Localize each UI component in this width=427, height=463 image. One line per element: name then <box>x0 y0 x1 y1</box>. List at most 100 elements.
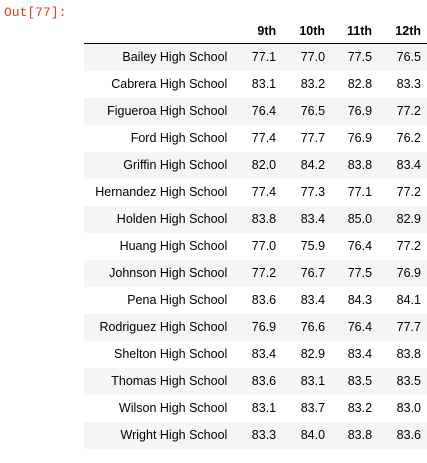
table-cell: 76.2 <box>396 131 421 145</box>
table-cell: 77.0 <box>300 50 326 65</box>
table-cell: 77.4 <box>251 185 277 199</box>
table-cell: 84.2 <box>300 158 326 172</box>
column-header: 11th <box>331 18 379 44</box>
table-cell: 76.5 <box>300 104 326 118</box>
row-index-label: Ford High School <box>130 131 228 145</box>
row-index-label: Cabrera High School <box>111 77 228 91</box>
table-cell: 76.9 <box>251 320 277 334</box>
table-cell: 83.6 <box>251 374 277 388</box>
table-cell: 83.4 <box>300 293 326 307</box>
row-index-label: Rodriguez High School <box>99 320 228 334</box>
table-row: Johnson High School 77.2 76.7 77.5 76.9 <box>84 259 427 287</box>
table-cell: 76.5 <box>396 50 421 65</box>
row-index-label: Shelton High School <box>114 347 228 361</box>
table-cell: 76.9 <box>396 266 421 280</box>
column-header: 12th <box>378 18 427 44</box>
table-cell: 77.3 <box>300 185 326 199</box>
table-cell: 77.7 <box>396 320 421 334</box>
table-cell: 77.0 <box>251 239 277 253</box>
table-cell: 83.1 <box>251 401 277 415</box>
table-cell: 77.2 <box>396 185 421 199</box>
table-cell: 83.5 <box>396 374 421 388</box>
table-cell: 77.5 <box>347 50 373 65</box>
table-cell: 83.1 <box>300 374 326 388</box>
table-row: Holden High School 83.8 83.4 85.0 82.9 <box>84 205 427 233</box>
table-cell: 77.4 <box>251 131 277 145</box>
row-index-label: Wright High School <box>120 428 228 442</box>
table-cell: 83.4 <box>300 212 326 226</box>
table-row: Thomas High School 83.6 83.1 83.5 83.5 <box>84 367 427 395</box>
row-index-label: Thomas High School <box>111 374 228 388</box>
table-cell: 83.6 <box>251 293 277 307</box>
table-cell: 76.6 <box>300 320 326 334</box>
row-index-label: Johnson High School <box>109 266 228 280</box>
table-cell: 85.0 <box>347 212 373 226</box>
table-cell: 83.7 <box>300 401 326 415</box>
dataframe-table: 9th 10th 11th 12th Bailey High School 77.… <box>84 18 427 449</box>
table-row: Ford High School 77.4 77.7 76.9 76.2 <box>84 125 427 152</box>
row-index-label: Figueroa High School <box>107 104 228 118</box>
index-header <box>84 18 234 44</box>
table-row: Hernandez High School 77.4 77.3 77.1 77.2 <box>84 179 427 206</box>
table-cell: 76.4 <box>347 320 373 334</box>
table-cell: 83.3 <box>396 77 421 91</box>
table-cell: 75.9 <box>300 239 326 253</box>
row-index-label: Pena High School <box>127 293 228 307</box>
table-cell: 83.3 <box>251 428 277 442</box>
table-cell: 77.2 <box>251 266 277 280</box>
table-cell: 83.4 <box>251 347 277 361</box>
table-cell: 77.1 <box>347 185 373 199</box>
table-row: Griffin High School 82.0 84.2 83.8 83.4 <box>84 151 427 179</box>
column-header: 9th <box>233 18 283 44</box>
table-cell: 77.7 <box>300 131 326 145</box>
table-row: Wright High School 83.3 84.0 83.8 83.6 <box>84 421 427 449</box>
table-cell: 77.1 <box>251 50 277 65</box>
table-cell: 83.4 <box>396 158 421 172</box>
table-cell: 83.8 <box>251 212 277 226</box>
header-row: 9th 10th 11th 12th <box>84 18 427 44</box>
table-cell: 84.1 <box>396 293 421 307</box>
row-index-label: Griffin High School <box>123 158 228 172</box>
table-row: Wilson High School 83.1 83.7 83.2 83.0 <box>84 395 427 422</box>
table-header: 9th 10th 11th 12th <box>84 18 427 44</box>
table-cell: 77.2 <box>396 239 421 253</box>
table-cell: 83.8 <box>347 158 373 172</box>
table-cell: 83.2 <box>347 401 373 415</box>
table-cell: 82.9 <box>396 212 421 226</box>
column-header: 10th <box>282 18 332 44</box>
row-index-label: Wilson High School <box>118 401 228 415</box>
table-row: Figueroa High School 76.4 76.5 76.9 77.2 <box>84 97 427 125</box>
table-row: Bailey High School 77.1 77.0 77.5 76.5 <box>84 43 427 71</box>
output-prompt: Out[77]: <box>4 5 67 20</box>
table-cell: 84.0 <box>300 428 326 442</box>
table-cell: 82.9 <box>300 347 326 361</box>
table-cell: 82.0 <box>251 158 277 172</box>
table-cell: 82.8 <box>347 77 373 91</box>
table-cell: 76.9 <box>347 131 373 145</box>
table-cell: 83.5 <box>347 374 373 388</box>
table-cell: 83.0 <box>396 401 421 415</box>
row-index-label: Huang High School <box>119 239 228 253</box>
row-index-label: Hernandez High School <box>95 185 228 199</box>
table-cell: 84.3 <box>347 293 373 307</box>
table-body: Bailey High School 77.1 77.0 77.5 76.5 Cabrer… <box>84 43 427 449</box>
table-cell: 83.4 <box>347 347 373 361</box>
table-cell: 77.5 <box>347 266 373 280</box>
table-cell: 76.9 <box>347 104 373 118</box>
table-row: Cabrera High School 83.1 83.2 82.8 83.3 <box>84 71 427 98</box>
table-row: Shelton High School 83.4 82.9 83.4 83.8 <box>84 341 427 368</box>
table-cell: 76.4 <box>251 104 277 118</box>
table-cell: 83.6 <box>396 428 421 442</box>
table-row: Rodriguez High School 76.9 76.6 76.4 77.7 <box>84 313 427 341</box>
table-cell: 83.2 <box>300 77 326 91</box>
table-cell: 76.7 <box>300 266 326 280</box>
table-cell: 77.2 <box>396 104 421 118</box>
table-row: Huang High School 77.0 75.9 76.4 77.2 <box>84 233 427 260</box>
dataframe-output: 9th 10th 11th 12th Bailey High School 77.… <box>84 18 427 449</box>
table-row: Pena High School 83.6 83.4 84.3 84.1 <box>84 287 427 314</box>
row-index-label: Holden High School <box>116 212 228 226</box>
table-cell: 83.8 <box>347 428 373 442</box>
row-index-label: Bailey High School <box>122 50 228 65</box>
table-cell: 83.8 <box>396 347 421 361</box>
table-cell: 83.1 <box>251 77 277 91</box>
